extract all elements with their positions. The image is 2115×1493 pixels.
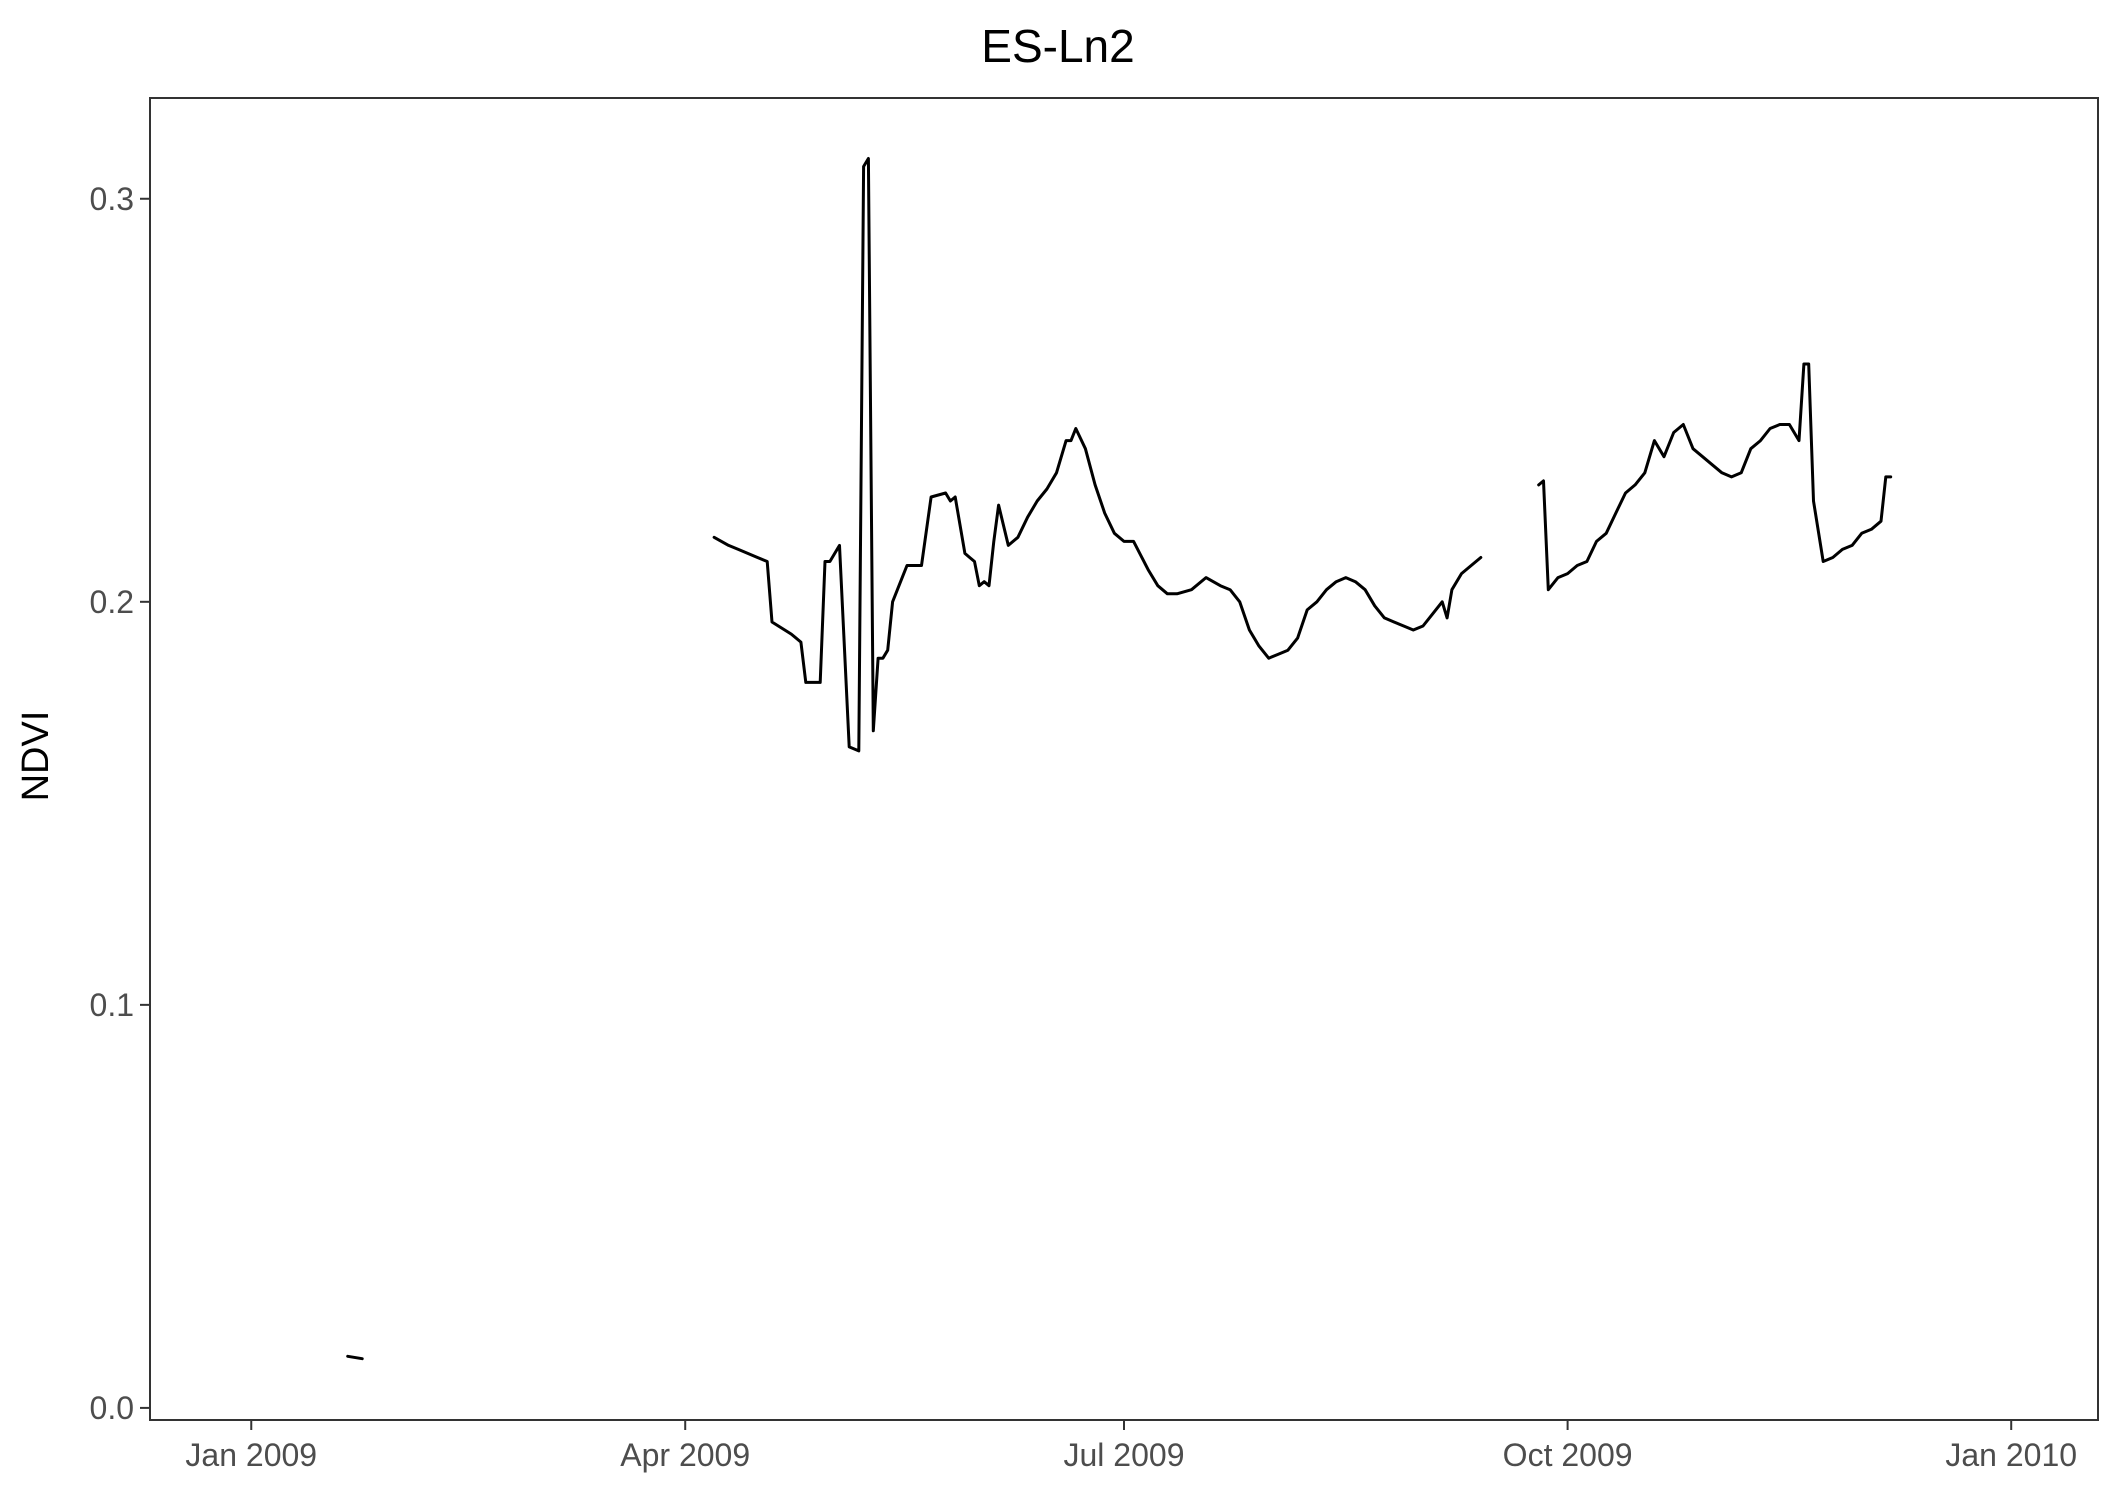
plot-panel-border bbox=[149, 97, 2099, 1421]
x-axis: Jan 2009 Apr 2009 Jul 2009 Oct 2009 Jan 2010 bbox=[185, 1420, 2077, 1473]
y-axis-title: NDVI bbox=[15, 711, 57, 802]
ndvi-line-segment bbox=[1537, 362, 1893, 592]
ndvi-line-segment bbox=[712, 157, 1483, 753]
x-tick-label: Jan 2010 bbox=[1945, 1437, 2077, 1473]
x-tick-label: Oct 2009 bbox=[1503, 1437, 1633, 1473]
ndvi-series bbox=[346, 157, 1893, 1361]
ndvi-line-segment bbox=[346, 1354, 364, 1361]
y-tick-label: 0.0 bbox=[90, 1390, 134, 1426]
y-axis: 0.0 0.1 0.2 0.3 bbox=[90, 181, 150, 1426]
chart-title: ES-Ln2 bbox=[981, 20, 1134, 72]
x-tick-label: Apr 2009 bbox=[620, 1437, 750, 1473]
x-tick-label: Jan 2009 bbox=[185, 1437, 317, 1473]
y-tick-label: 0.3 bbox=[90, 181, 134, 217]
y-tick-label: 0.1 bbox=[90, 987, 134, 1023]
x-tick-label: Jul 2009 bbox=[1064, 1437, 1185, 1473]
y-tick-label: 0.2 bbox=[90, 584, 134, 620]
